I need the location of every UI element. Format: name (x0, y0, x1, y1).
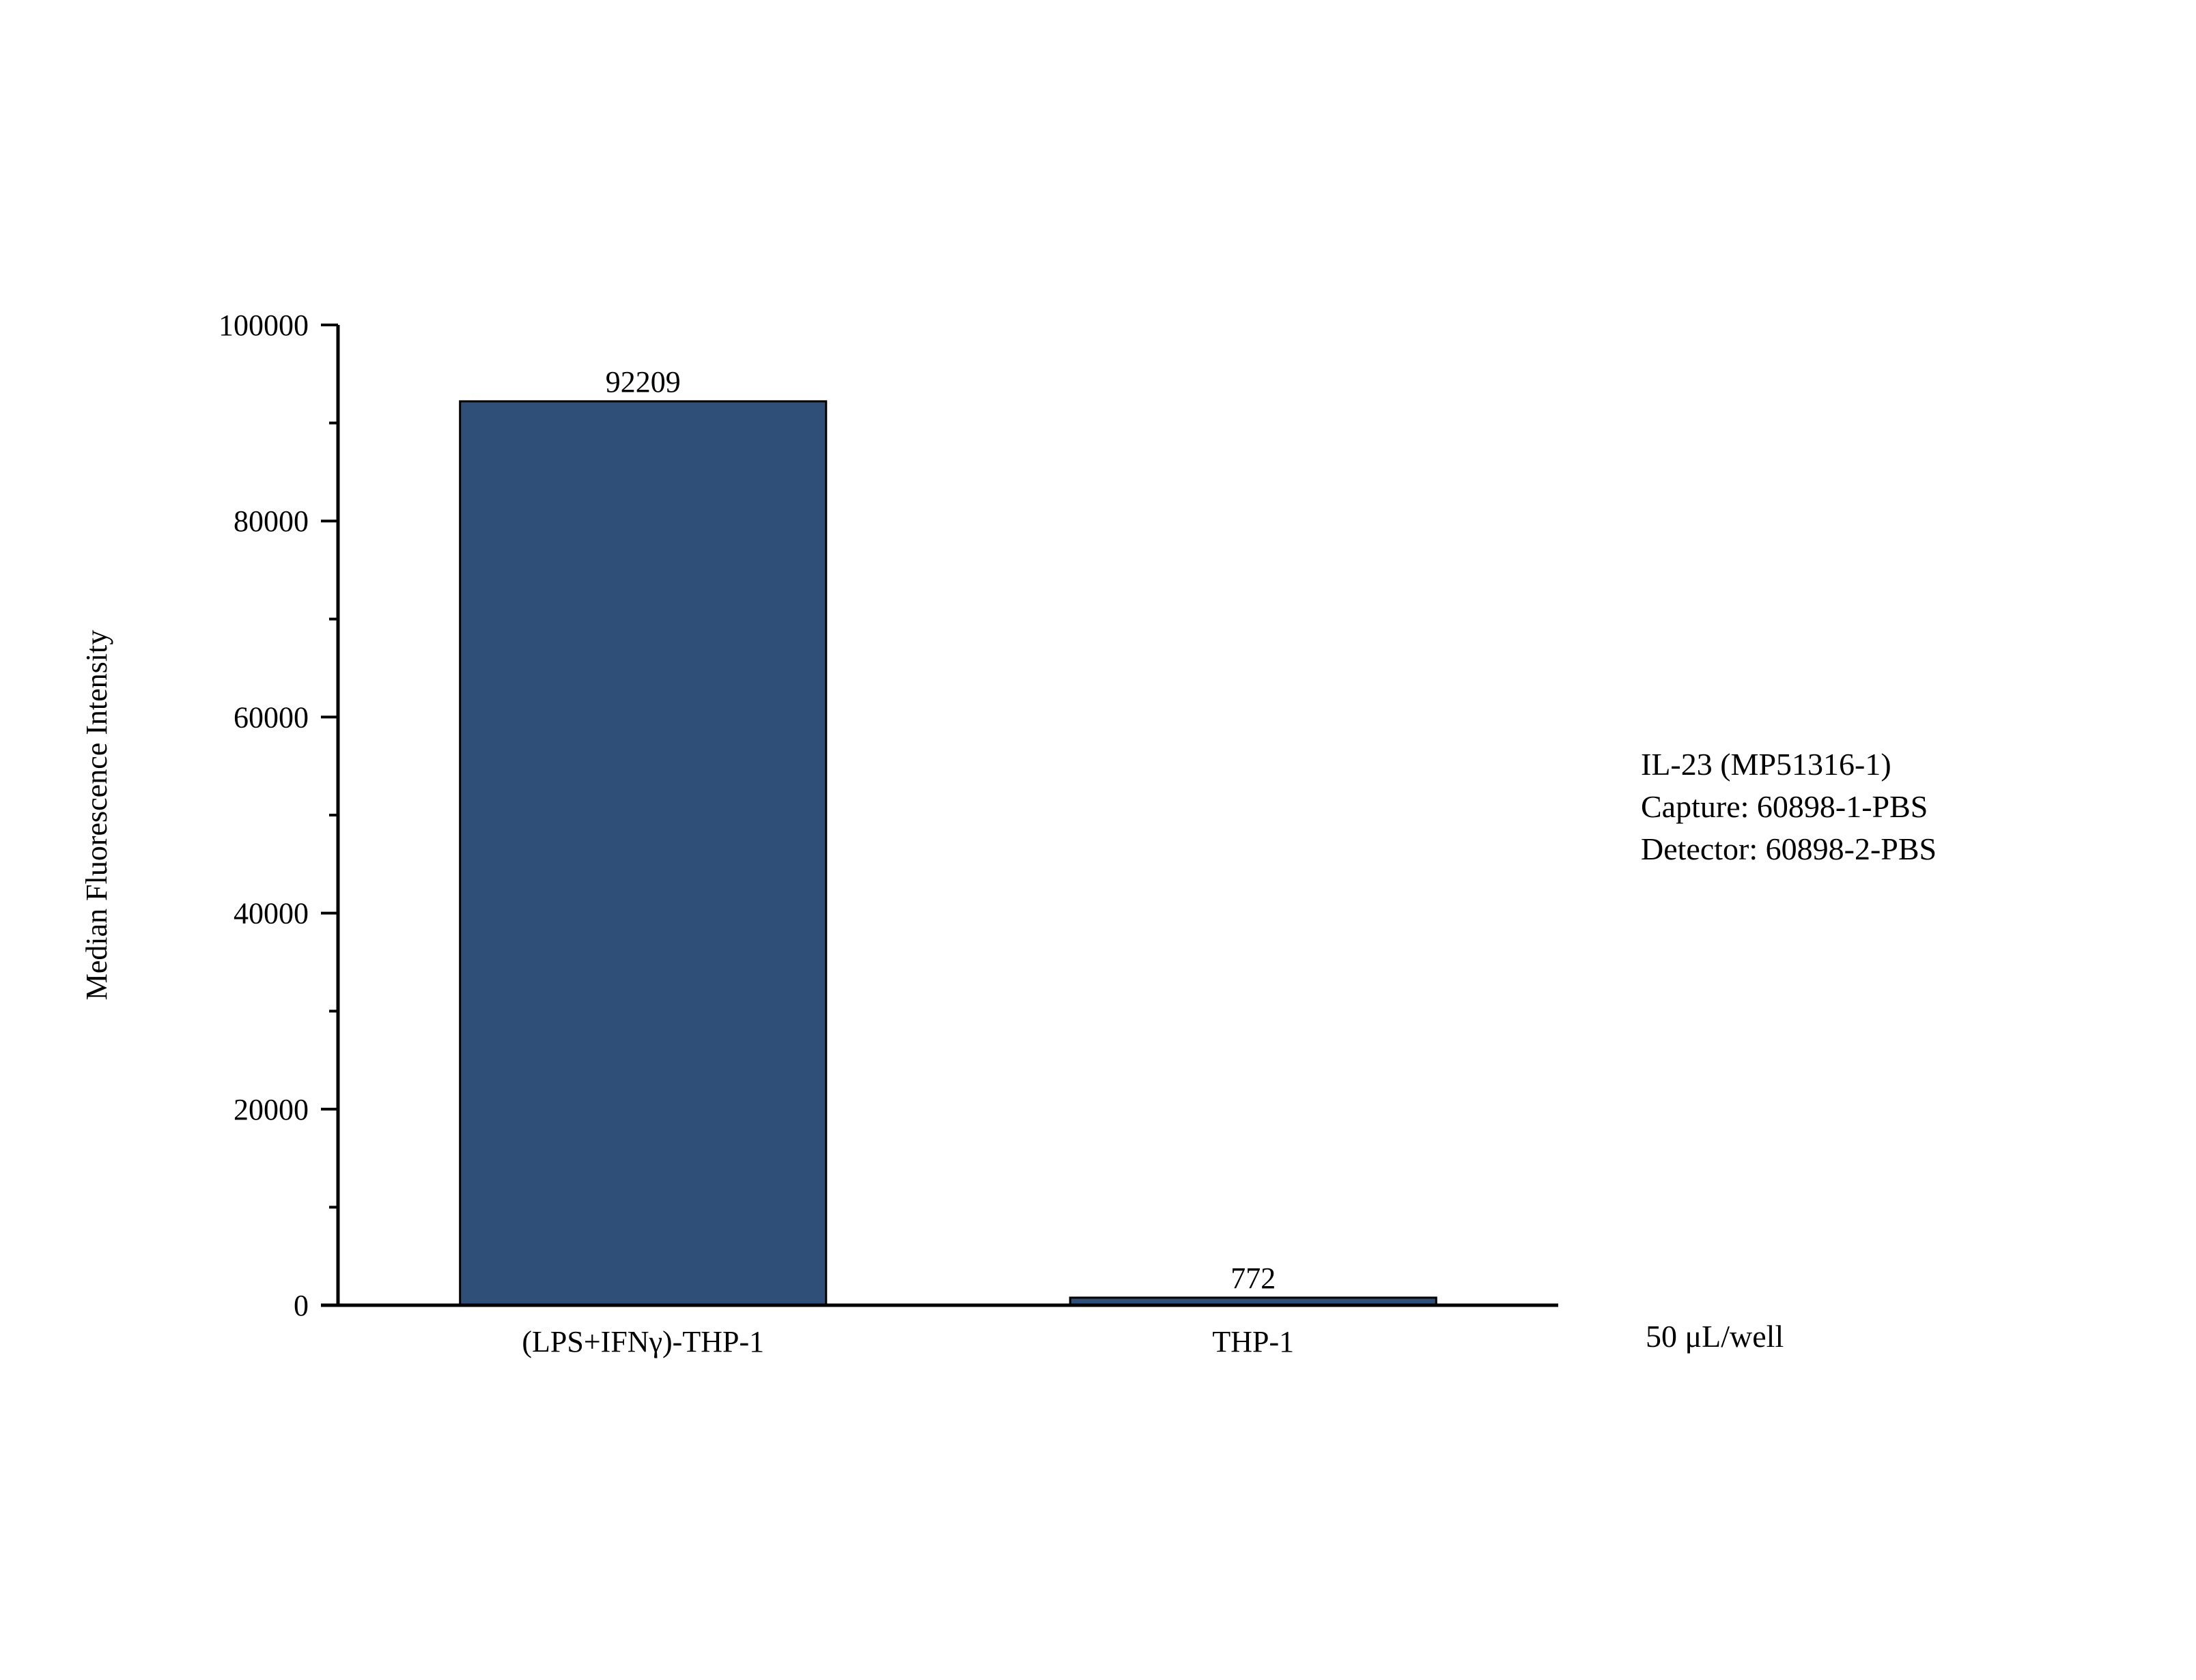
y-tick-label: 40000 (234, 897, 309, 930)
x-axis-tick-labels: (LPS+IFNγ)-THP-1 THP-1 (522, 1325, 1294, 1358)
bar-data-label: 92209 (606, 365, 681, 399)
y-axis-title: Median Fluorescence Intensity (80, 630, 113, 1001)
y-tick-label: 80000 (234, 504, 309, 538)
annotation-detector: Detector: 60898-2-PBS (1641, 831, 1937, 866)
annotation-analyte: IL-23 (MP51316-1) (1641, 747, 1891, 782)
y-tick-label: 100000 (219, 309, 309, 342)
bars (459, 400, 1437, 1307)
annotation-capture: Capture: 60898-1-PBS (1641, 789, 1928, 824)
bar-data-labels: 92209 772 (606, 365, 1276, 1295)
volume-footnote: 50 μL/well (1646, 1319, 1784, 1354)
x-tick-label: (LPS+IFNγ)-THP-1 (522, 1325, 764, 1358)
x-tick-label: THP-1 (1212, 1325, 1294, 1358)
y-tick-label: 20000 (234, 1093, 309, 1126)
bar (459, 400, 828, 1307)
y-axis-ticks: 0 20000 40000 60000 80000 100000 (219, 309, 338, 1322)
y-tick-label: 0 (294, 1289, 309, 1322)
annotation-block: IL-23 (MP51316-1) Capture: 60898-1-PBS D… (1641, 747, 1937, 866)
bar-data-label: 772 (1230, 1262, 1276, 1295)
y-tick-label: 60000 (234, 700, 309, 734)
